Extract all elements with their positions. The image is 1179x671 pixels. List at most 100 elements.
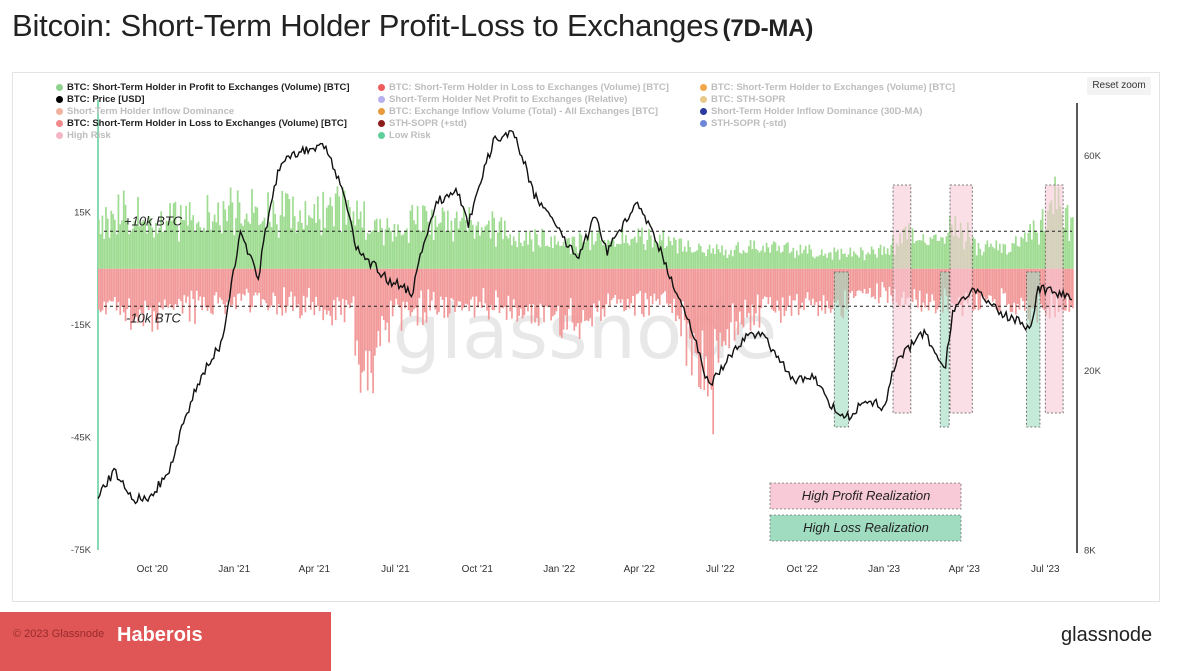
low-risk-zone (939, 271, 950, 428)
profit-bar (886, 248, 889, 269)
loss-bar (644, 268, 647, 293)
x-tick-label: Jan '21 (218, 564, 250, 575)
profit-bar (714, 254, 716, 269)
loss-bar (1013, 268, 1015, 303)
loss-bar (728, 268, 731, 349)
loss-bar (454, 268, 456, 312)
loss-bar (1015, 268, 1017, 315)
legend-item[interactable]: High Risk (56, 130, 111, 141)
legend-dot-icon (378, 84, 385, 91)
legend-item[interactable]: BTC: Short-Term Holder to Exchanges (Vol… (700, 82, 955, 93)
legend-item[interactable]: STH-SOPR (-std) (700, 118, 786, 129)
loss-bar (972, 268, 974, 311)
loss-bar (1041, 268, 1044, 309)
legend-item[interactable]: BTC: STH-SOPR (700, 94, 785, 105)
profit-bar (304, 201, 307, 269)
profit-bar (664, 247, 666, 269)
loss-bar (195, 268, 198, 291)
legend-label: BTC: STH-SOPR (711, 94, 786, 105)
profit-bar (936, 241, 939, 269)
profit-bar (676, 253, 679, 269)
loss-bar (779, 268, 782, 323)
legend-label: Short-Term Holder Inflow Dominance (67, 106, 235, 117)
loss-bar (820, 268, 823, 311)
profit-bar (783, 244, 786, 269)
profit-bar (487, 220, 490, 269)
loss-bar (297, 268, 300, 305)
legend-item[interactable]: BTC: Short-Term Holder in Loss to Exchan… (378, 82, 669, 93)
legend-item[interactable]: Short-Term Holder Inflow Dominance (30D-… (700, 106, 922, 117)
legend-dot-icon (700, 120, 707, 127)
profit-bar (277, 237, 280, 269)
profit-bar (194, 231, 196, 269)
profit-bar (461, 217, 463, 269)
legend-item[interactable]: Low Risk (378, 130, 431, 141)
profit-bar (788, 253, 791, 269)
legend-item[interactable]: BTC: Exchange Inflow Volume (Total) - Al… (378, 106, 658, 117)
loss-bar (521, 268, 524, 319)
profit-bar (874, 254, 877, 269)
legend-item[interactable]: STH-SOPR (+std) (378, 118, 467, 129)
loss-bar (870, 268, 873, 298)
loss-bar (347, 268, 349, 305)
loss-bar (252, 268, 255, 296)
loss-bar (130, 268, 132, 330)
loss-bar (263, 268, 266, 301)
profit-bar (765, 242, 768, 269)
loss-bar (406, 268, 408, 302)
profit-bar (804, 245, 807, 269)
profit-bar (413, 220, 415, 269)
profit-bar (666, 246, 668, 269)
profit-bar (587, 235, 590, 269)
profit-bar (491, 211, 494, 269)
footer-banner (0, 612, 331, 671)
loss-bar (637, 268, 640, 294)
loss-bar (286, 268, 289, 307)
footer-copyright: © 2023 Glassnode (13, 628, 105, 640)
profit-bar (683, 246, 686, 269)
legend-label: BTC: Short-Term Holder to Exchanges (Vol… (711, 82, 956, 93)
profit-bar (995, 240, 998, 269)
legend-item[interactable]: Short-Term Holder Net Profit to Exchange… (378, 94, 627, 105)
legend-item[interactable]: BTC: Short-Term Holder in Loss to Exchan… (56, 118, 347, 129)
profit-bar (1020, 236, 1023, 269)
loss-bar (991, 268, 994, 302)
profit-bar (464, 220, 467, 269)
profit-bar (724, 249, 727, 269)
profit-bar (623, 243, 625, 269)
loss-bar (327, 268, 330, 311)
legend-item[interactable]: Short-Term Holder Inflow Dominance (56, 106, 234, 117)
loss-bar (603, 268, 606, 317)
profit-bar (842, 253, 844, 269)
legend-item[interactable]: BTC: Short-Term Holder in Profit to Exch… (56, 82, 350, 93)
loss-bar (98, 268, 100, 310)
profit-bar (981, 255, 983, 269)
loss-bar (678, 268, 681, 320)
profit-bar (609, 241, 611, 269)
profit-bar (685, 251, 688, 269)
loss-bar (318, 268, 321, 312)
loss-bar (293, 268, 296, 297)
high-profit-box (769, 482, 962, 510)
loss-bar (226, 268, 228, 303)
loss-bar (528, 268, 531, 305)
loss-bar (658, 268, 661, 305)
legend-item[interactable]: BTC: Price [USD] (56, 94, 145, 105)
loss-bar (464, 268, 467, 304)
loss-bar (172, 268, 175, 310)
loss-bar (244, 268, 246, 296)
loss-bar (270, 268, 273, 306)
loss-bar (785, 268, 788, 311)
reset-zoom-button[interactable]: Reset zoom (1087, 77, 1151, 95)
loss-bar (475, 268, 478, 297)
loss-bar (288, 268, 291, 297)
profit-bar (220, 233, 223, 269)
loss-bar (357, 268, 360, 365)
page-title: Bitcoin: Short-Term Holder Profit-Loss t… (12, 8, 813, 44)
profit-bar (555, 244, 558, 269)
loss-bar (813, 268, 816, 306)
profit-bar (151, 227, 154, 269)
loss-bar (429, 268, 431, 311)
loss-bar (420, 268, 422, 291)
profit-bar (569, 253, 572, 269)
